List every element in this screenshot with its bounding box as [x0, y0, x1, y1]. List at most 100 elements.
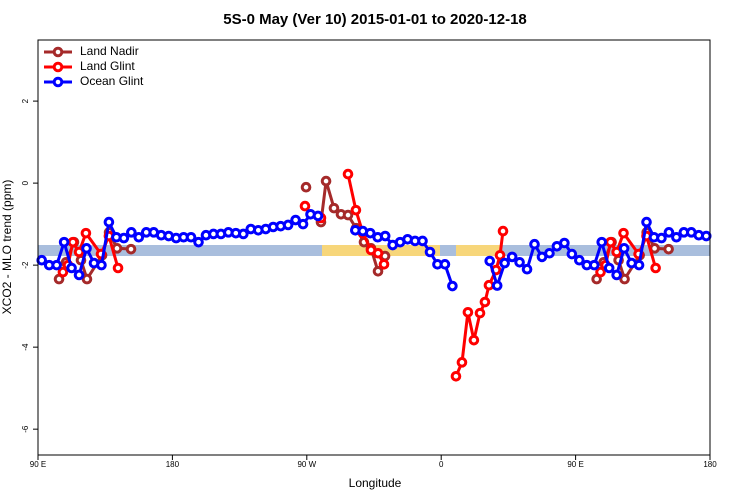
- chart-title: 5S-0 May (Ver 10) 2015-01-01 to 2020-12-…: [223, 11, 527, 28]
- data-point: [588, 259, 600, 271]
- data-point: [51, 259, 62, 271]
- x-tick-label: 180: [703, 460, 717, 469]
- data-point: [81, 273, 93, 285]
- x-tick-label: 180: [166, 460, 180, 469]
- data-point: [633, 259, 645, 271]
- data-point: [596, 236, 608, 248]
- data-point: [112, 262, 124, 274]
- y-tick-label: -4: [21, 343, 30, 351]
- data-point: [450, 370, 462, 382]
- data-point: [474, 307, 486, 319]
- data-point: [506, 251, 518, 263]
- data-point: [468, 334, 480, 346]
- data-point: [499, 257, 510, 269]
- data-point: [73, 269, 85, 281]
- data-point: [297, 218, 309, 230]
- legend-label: Ocean Glint: [80, 74, 144, 88]
- data-point: [290, 214, 301, 226]
- data-point: [96, 259, 107, 271]
- data-point: [611, 269, 622, 281]
- data-point: [378, 259, 390, 270]
- data-point: [58, 236, 70, 248]
- data-point: [81, 243, 92, 254]
- data-point: [456, 357, 468, 368]
- data-point: [671, 231, 682, 243]
- data-point: [350, 204, 362, 216]
- data-point: [656, 232, 667, 244]
- data-point: [491, 280, 503, 291]
- data-point: [700, 230, 712, 242]
- data-point: [663, 243, 674, 255]
- band-highlight: [456, 245, 500, 256]
- data-point: [80, 227, 92, 239]
- data-point: [342, 209, 354, 221]
- x-tick-label: 90 E: [567, 460, 583, 469]
- data-point: [479, 296, 491, 308]
- data-point: [238, 228, 249, 240]
- series-line: [61, 173, 658, 377]
- data-point: [574, 254, 585, 266]
- data-point: [300, 181, 312, 193]
- data-point: [372, 265, 384, 277]
- y-tick-label: 0: [21, 180, 30, 185]
- x-tick-label: 90 W: [297, 460, 316, 469]
- data-point: [566, 248, 578, 260]
- data-point: [185, 231, 197, 243]
- data-point: [559, 237, 570, 249]
- data-point: [282, 219, 294, 231]
- data-point: [497, 225, 509, 237]
- data-point: [424, 246, 436, 258]
- data-point: [126, 227, 137, 238]
- y-tick-label: -2: [21, 261, 30, 269]
- legend-marker: [52, 76, 64, 88]
- data-point: [595, 266, 606, 278]
- data-point: [663, 227, 675, 238]
- data-point: [118, 232, 130, 244]
- data-point: [125, 243, 137, 255]
- x-tick-label: 0: [439, 460, 444, 469]
- data-point: [494, 249, 506, 261]
- data-point: [641, 216, 652, 228]
- x-axis-label: Longitude: [349, 476, 402, 490]
- data-point: [379, 230, 391, 242]
- data-point: [133, 231, 145, 243]
- data-point: [417, 235, 428, 247]
- data-point: [544, 247, 555, 259]
- data-point: [372, 247, 384, 259]
- legend-marker: [52, 61, 64, 73]
- data-point: [605, 236, 616, 248]
- data-point: [328, 202, 340, 214]
- data-point: [439, 259, 451, 270]
- data-point: [299, 200, 311, 212]
- data-point: [312, 210, 324, 222]
- data-point: [483, 279, 495, 291]
- data-point: [603, 262, 615, 274]
- data-point: [521, 263, 533, 275]
- data-point: [462, 306, 474, 318]
- data-point: [193, 236, 204, 248]
- data-point: [364, 227, 376, 239]
- data-point: [67, 236, 79, 248]
- y-axis-label: XCO2 - MLO trend (ppm): [0, 180, 14, 315]
- data-point: [342, 168, 354, 180]
- legend-marker: [52, 46, 64, 58]
- data-point: [103, 216, 115, 228]
- data-point: [66, 262, 77, 274]
- legend-label: Land Nadir: [80, 44, 139, 58]
- data-point: [618, 227, 629, 239]
- legend-label: Land Glint: [80, 59, 135, 73]
- y-tick-label: 2: [21, 98, 30, 103]
- data-point: [650, 262, 661, 274]
- data-point: [320, 175, 332, 187]
- y-tick-label: -6: [21, 425, 30, 433]
- data-point: [529, 238, 540, 250]
- data-point: [618, 243, 630, 254]
- data-point: [57, 266, 69, 278]
- data-point: [619, 273, 630, 285]
- data-point: [514, 256, 525, 268]
- data-point: [36, 254, 48, 266]
- data-point: [484, 255, 496, 267]
- plot-frame: [37, 39, 711, 456]
- data-point: [447, 280, 458, 292]
